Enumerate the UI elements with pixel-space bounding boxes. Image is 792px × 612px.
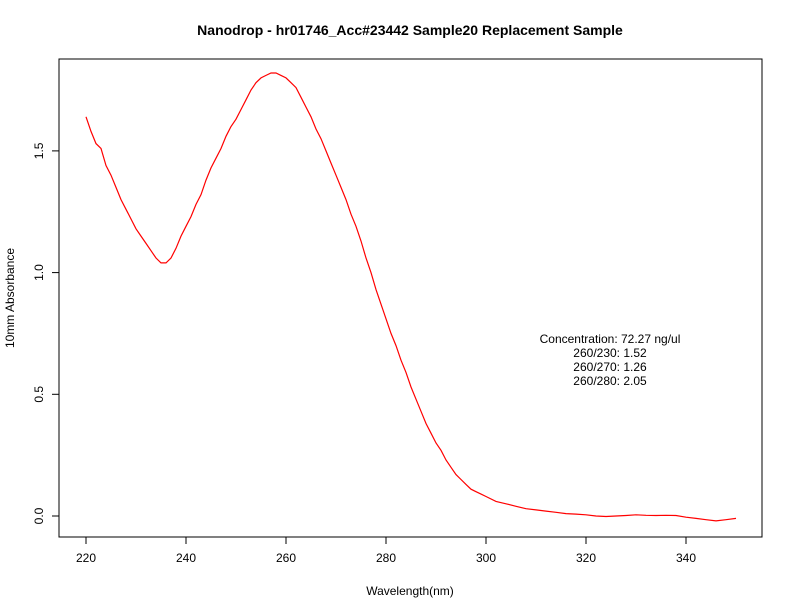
- x-tick-label: 220: [76, 551, 96, 565]
- annotation-260-230: 260/230: 1.52: [573, 346, 647, 360]
- x-axis: 220 240 260 280 300 320 340: [76, 536, 696, 565]
- x-tick-label: 340: [676, 551, 696, 565]
- y-tick-label: 0.0: [32, 507, 46, 524]
- concentration-annotation: Concentration: 72.27 ng/ul 260/230: 1.52…: [540, 332, 681, 388]
- annotation-260-280: 260/280: 2.05: [573, 374, 647, 388]
- series-layer: [85, 72, 737, 522]
- y-axis-label: 10mm Absorbance: [3, 248, 17, 348]
- absorbance-series-line: [85, 72, 737, 522]
- y-axis: 0.0 0.5 1.0 1.5: [32, 142, 60, 524]
- y-tick-label: 1.0: [32, 264, 46, 281]
- x-tick-label: 300: [476, 551, 496, 565]
- x-tick-label: 280: [376, 551, 396, 565]
- x-tick-label: 260: [276, 551, 296, 565]
- y-tick-label: 0.5: [32, 386, 46, 403]
- x-axis-label: Wavelength(nm): [366, 584, 454, 598]
- annotation-260-270: 260/270: 1.26: [573, 360, 647, 374]
- x-tick-label: 240: [176, 551, 196, 565]
- y-tick-label: 1.5: [32, 142, 46, 159]
- annotation-concentration: Concentration: 72.27 ng/ul: [540, 332, 681, 346]
- chart-title: Nanodrop - hr01746_Acc#23442 Sample20 Re…: [197, 22, 623, 38]
- x-tick-label: 320: [576, 551, 596, 565]
- plot-frame: [58, 58, 763, 538]
